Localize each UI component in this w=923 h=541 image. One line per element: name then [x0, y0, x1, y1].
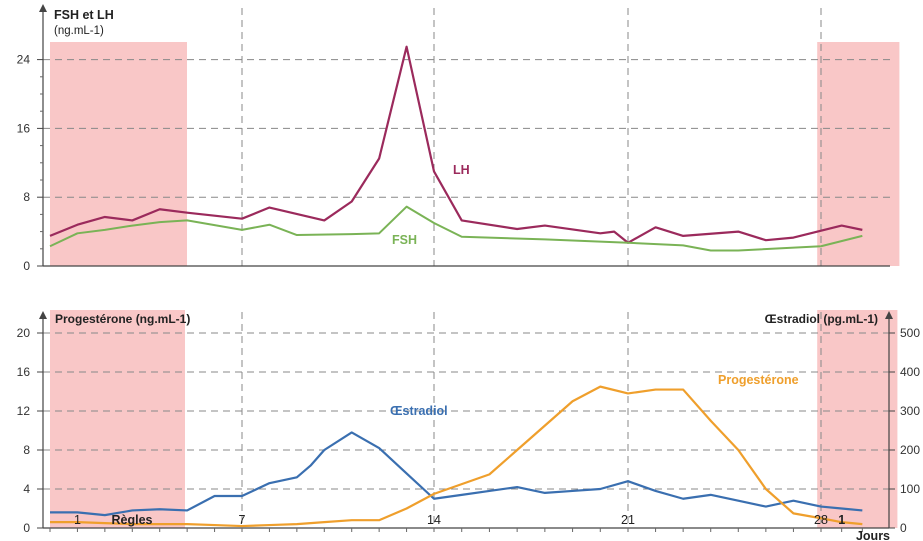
top-ylabel: (ng.mL-1) — [54, 25, 104, 37]
regles-label: Règles — [112, 513, 153, 527]
bottom-right-y-arrow — [885, 311, 893, 319]
progesterone-label: Progestérone — [718, 373, 799, 387]
x-tick-label: 7 — [239, 513, 246, 527]
bottom-right-y-tick-label: 400 — [900, 365, 920, 379]
progesterone-axis-label: Progestérone (ng.mL-1) — [55, 312, 190, 326]
bottom-right-y-tick-label: 200 — [900, 443, 920, 457]
fsh-series-line — [49, 205, 863, 252]
fsh-label: FSH — [392, 233, 417, 247]
bottom-shaded-period — [817, 310, 898, 528]
top-y-arrow — [39, 4, 47, 12]
top-shaded-period — [50, 42, 187, 266]
bottom-right-y-tick-label: 500 — [900, 326, 920, 340]
x-tick-label: 1 — [74, 513, 81, 527]
bottom-left-y-arrow — [39, 311, 47, 319]
bottom-right-y-tick-label: 300 — [900, 404, 920, 418]
lh-label: LH — [453, 163, 470, 177]
bottom-left-y-tick-label: 4 — [23, 482, 30, 496]
top-y-tick-label: 24 — [17, 53, 31, 67]
oestradiol-label: Œstradiol — [390, 404, 448, 418]
bottom-left-y-tick-label: 0 — [23, 521, 30, 535]
lh-series-line — [49, 45, 863, 244]
progesterone-series-line — [50, 385, 863, 528]
x-tick-label: 21 — [621, 513, 635, 527]
x-tick-label: 28 — [814, 513, 828, 527]
oestradiol-series-line — [50, 431, 863, 517]
bottom-left-y-tick-label: 12 — [17, 404, 31, 418]
top-shaded-period — [817, 42, 900, 266]
oestradiol-axis-label: Œstradiol (pg.mL-1) — [765, 312, 878, 326]
bottom-left-y-tick-label: 8 — [23, 443, 30, 457]
jours-label: Jours — [856, 529, 890, 541]
x-tick-label: 1 — [838, 513, 845, 527]
top-title: FSH et LH — [54, 8, 114, 22]
x-tick-label: 14 — [427, 513, 441, 527]
bottom-right-y-tick-label: 0 — [900, 521, 907, 535]
bottom-left-y-tick-label: 16 — [17, 365, 31, 379]
bottom-right-y-tick-label: 100 — [900, 482, 920, 496]
bottom-shaded-period — [50, 310, 185, 528]
bottom-left-y-tick-label: 20 — [17, 326, 31, 340]
top-y-tick-label: 8 — [23, 190, 30, 204]
top-y-tick-label: 16 — [17, 121, 31, 135]
top-y-tick-label: 0 — [23, 259, 30, 273]
